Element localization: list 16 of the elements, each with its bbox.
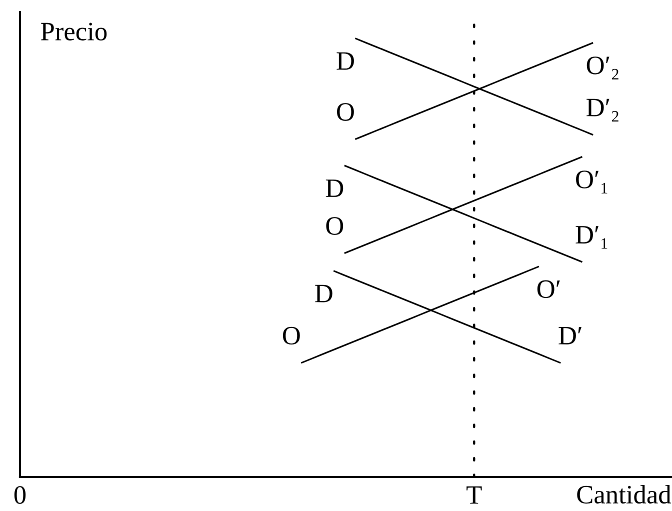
y-axis-title: Precio [40,22,107,40]
x-tick-label: 0 [14,486,26,504]
annotation: O′₂ [586,56,618,80]
annotation: D′ [558,327,582,344]
x-axis-title: Cantidad [577,485,672,504]
annotation: O′ [537,280,560,298]
series-label: O [337,103,354,121]
annotation: O′₁ [576,170,608,194]
annotation: D′₁ [576,226,608,249]
series-label: D [315,284,332,302]
series-label: O [282,326,300,345]
series-label: D [326,180,344,197]
x-tick-label: T [466,486,482,504]
series-label: D [336,52,354,70]
annotation: D′₂ [586,98,618,122]
series-label: O [326,217,344,235]
